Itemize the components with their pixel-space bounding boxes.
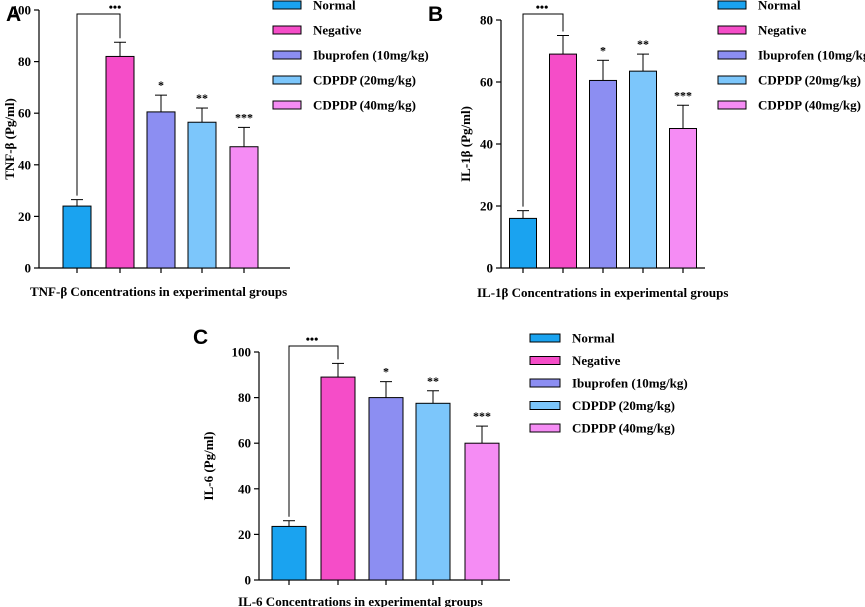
bar-3 — [368, 397, 404, 581]
bar-3 — [146, 111, 176, 269]
legend-label: CDPDP (20mg/kg) — [313, 73, 416, 88]
significance-label: * — [600, 43, 606, 57]
y-tick-label: 40 — [238, 481, 251, 496]
legend-label: Negative — [758, 23, 807, 38]
legend-swatch-1 — [272, 0, 302, 10]
legend-swatch-3 — [717, 50, 747, 60]
legend: Normal Negative Ibuprofen (10mg/kg) CDPDP (… — [529, 331, 688, 436]
legend-label: CDPDP (40mg/kg) — [572, 421, 675, 436]
x-axis-title: IL-1β Concentrations in experimental gro… — [477, 285, 728, 300]
legend-label: Ibuprofen (10mg/kg) — [313, 48, 429, 63]
y-tick-label: 0 — [245, 573, 252, 588]
legend-swatch-1 — [529, 333, 561, 343]
bar-1 — [271, 525, 307, 581]
legend-swatch-5 — [272, 100, 302, 110]
y-tick-label: 60 — [18, 106, 31, 121]
significance-label: ** — [637, 37, 649, 51]
x-axis-title: IL-6 Concentrations in experimental grou… — [238, 594, 483, 607]
significance-label: *** — [674, 88, 692, 102]
legend-label: CDPDP (40mg/kg) — [758, 98, 861, 113]
legend-swatch-1 — [717, 0, 747, 10]
legend-label: Normal — [313, 0, 356, 13]
legend-swatch-5 — [717, 100, 747, 110]
bar-4 — [629, 70, 657, 269]
y-tick-label: 100 — [12, 3, 32, 18]
y-axis-title: IL-6 (Pg/ml) — [201, 432, 216, 501]
panel-letter: C — [193, 326, 208, 349]
y-tick-label: 60 — [480, 75, 493, 90]
legend: Normal Negative Ibuprofen (10mg/kg) CDPDP (… — [717, 0, 865, 113]
y-tick-label: 0 — [25, 261, 32, 276]
y-axis-title: TNF-β (Pg/ml) — [2, 98, 17, 180]
legend-label: CDPDP (20mg/kg) — [572, 398, 675, 413]
y-tick-label: 80 — [18, 54, 31, 69]
y-tick-label: 20 — [480, 199, 493, 214]
bracket-label: ••• — [109, 0, 122, 14]
significance-label: *** — [473, 409, 491, 423]
bar-4 — [187, 121, 217, 269]
legend-swatch-3 — [529, 378, 561, 388]
panel-letter: A — [6, 3, 21, 26]
bar-1 — [62, 205, 92, 269]
legend-label: Negative — [313, 23, 362, 38]
legend-label: Normal — [758, 0, 801, 13]
significance-label: * — [158, 78, 164, 92]
legend-swatch-2 — [272, 25, 302, 35]
y-tick-label: 100 — [232, 345, 252, 360]
legend-swatch-4 — [272, 75, 302, 85]
legend-label: CDPDP (40mg/kg) — [313, 98, 416, 113]
legend-label: CDPDP (20mg/kg) — [758, 73, 861, 88]
legend-label: Ibuprofen (10mg/kg) — [572, 376, 688, 391]
y-tick-label: 80 — [238, 390, 251, 405]
legend-swatch-4 — [717, 75, 747, 85]
bar-2 — [549, 53, 577, 269]
bar-1 — [509, 217, 537, 269]
y-axis-title: IL-1β (Pg/ml) — [458, 106, 473, 182]
panel-letter: B — [428, 3, 443, 26]
y-tick-label: 40 — [18, 157, 31, 172]
significance-bracket — [288, 345, 339, 517]
y-tick-label: 20 — [18, 209, 31, 224]
significance-label: ** — [427, 374, 439, 388]
legend-swatch-2 — [529, 356, 561, 365]
legend-label: Ibuprofen (10mg/kg) — [758, 48, 865, 63]
y-tick-label: 20 — [238, 527, 251, 542]
legend-label: Normal — [572, 331, 615, 346]
y-tick-label: 80 — [480, 13, 493, 28]
bar-4 — [415, 402, 451, 581]
legend-swatch-5 — [529, 423, 561, 433]
legend-swatch-2 — [717, 25, 747, 35]
y-tick-label: 0 — [487, 261, 494, 276]
x-axis-title: TNF-β Concentrations in experimental gro… — [30, 284, 287, 299]
bar-3 — [589, 79, 617, 269]
bracket-label: ••• — [536, 0, 549, 14]
significance-label: * — [383, 365, 389, 379]
y-tick-label: 60 — [238, 436, 251, 451]
significance-bracket — [522, 13, 564, 207]
bar-5 — [464, 442, 500, 581]
bar-2 — [105, 55, 135, 269]
bar-2 — [320, 376, 356, 581]
legend: Normal Negative Ibuprofen (10mg/kg) CDPDP (… — [272, 0, 429, 113]
significance-bracket — [76, 13, 121, 196]
significance-label: ** — [196, 91, 208, 105]
bracket-label: ••• — [306, 332, 319, 346]
bar-5 — [669, 128, 697, 269]
legend-label: Negative — [572, 353, 621, 368]
legend-swatch-3 — [272, 50, 302, 60]
y-tick-label: 40 — [480, 137, 493, 152]
bar-5 — [229, 146, 259, 269]
significance-label: *** — [235, 110, 253, 124]
legend-swatch-4 — [529, 401, 561, 410]
